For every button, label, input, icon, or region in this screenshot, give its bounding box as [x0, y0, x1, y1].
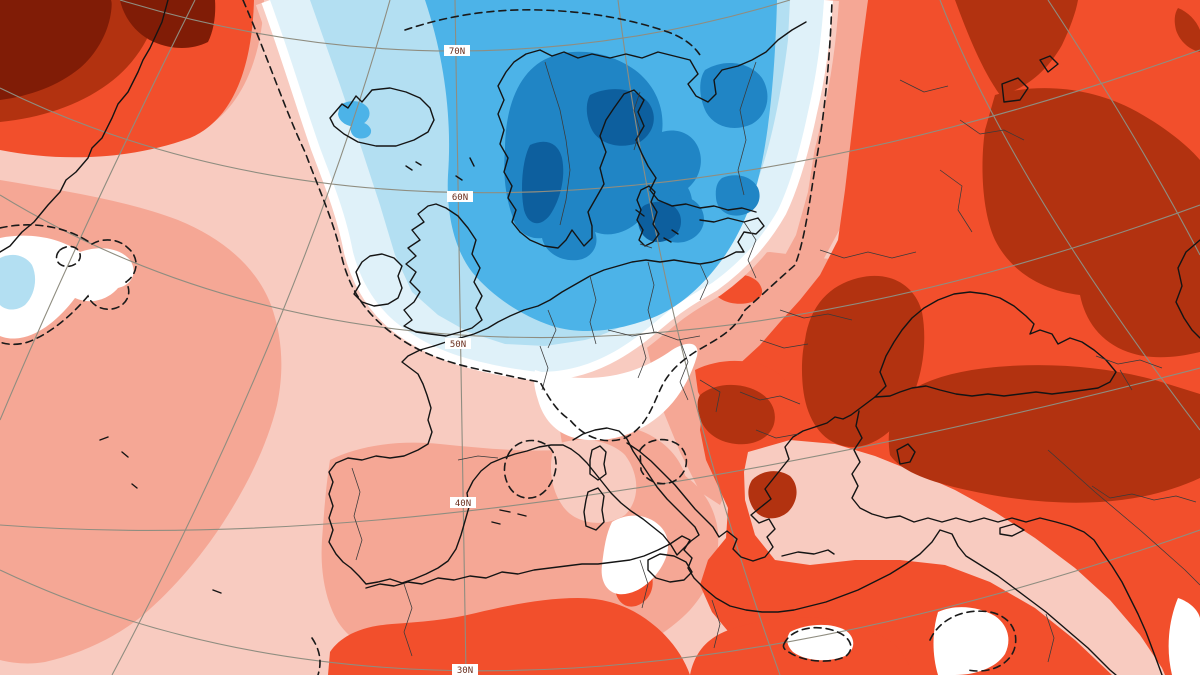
darkred-west-blacksea — [801, 275, 925, 447]
contour-rings-west-med — [503, 438, 688, 499]
latitude-label-70n: 70N — [444, 45, 470, 57]
darkred-turkey — [888, 365, 1200, 503]
coastline-iceland — [329, 87, 435, 147]
coastline-adriatic-greece — [626, 396, 876, 562]
darkred-balkans — [697, 384, 775, 445]
contour-main-front — [242, 0, 833, 442]
contour-atlantic-spot — [0, 224, 137, 346]
red-morocco-band — [328, 598, 690, 675]
cold-anomaly-field — [0, 0, 839, 441]
pale-east-mediterranean — [744, 440, 1165, 675]
darkred-greece-spot — [748, 471, 797, 519]
coastline-britain — [403, 203, 483, 337]
label-text-40n: 40N — [455, 499, 471, 509]
darkred-ukraine — [982, 88, 1200, 358]
darkblue-ladoga — [715, 175, 760, 216]
darkred-nw-russia — [955, 0, 1078, 95]
lightblue-atlantic-spot — [0, 254, 36, 310]
salmon-northeast-fringe — [778, 0, 868, 290]
coastline-turkey-levant — [851, 410, 1163, 675]
label-chip — [450, 497, 476, 508]
maroon-corner — [0, 0, 112, 100]
navy-south-finland — [638, 201, 682, 243]
coastline-baltic — [519, 89, 757, 249]
label-chip — [444, 45, 470, 56]
maroon-greenland-2 — [120, 0, 216, 48]
coastline-sicily-sardinia-corsica — [583, 445, 693, 583]
coastline-greenland — [0, 0, 169, 253]
label-text-60n: 60N — [452, 193, 468, 203]
latitude-label-60n: 60N — [447, 191, 473, 203]
latitude-label-30n: 30N — [452, 664, 478, 675]
label-chip — [447, 191, 473, 202]
latitude-labels: 70N 60N 50N 40N 30N — [444, 45, 478, 675]
white-atlantic-spot — [0, 235, 134, 339]
label-chip — [452, 664, 478, 675]
white-algeria — [787, 624, 854, 661]
anomaly-contours — [0, 0, 1017, 675]
coastline-caspian — [1175, 239, 1200, 339]
coastline-estonia-germany — [433, 217, 765, 347]
coastline-denmark — [636, 185, 679, 247]
coastline-black-sea — [874, 291, 1117, 398]
white-sicily-channel — [601, 515, 669, 595]
white-right-edge — [1168, 598, 1200, 675]
latitude-label-40n: 40N — [450, 497, 476, 509]
white-alps — [534, 343, 698, 441]
label-chip — [445, 338, 471, 349]
coastline-russian-lakes — [1001, 55, 1059, 103]
coastline-north-africa — [365, 529, 1117, 675]
pale-tyrrhenian — [550, 439, 637, 523]
contour-portugal — [311, 637, 321, 675]
white-tunisia — [933, 607, 1009, 675]
latitude-label-50n: 50N — [445, 338, 471, 350]
country-borders — [351, 61, 1200, 663]
coastline-france-iberia — [328, 345, 572, 585]
darkblue-karelia — [700, 63, 768, 128]
label-text-30n: 30N — [457, 666, 473, 675]
contour-arctic-loop — [404, 9, 701, 56]
darkred-corner-ne — [1174, 8, 1200, 52]
coastline-crete-cyprus — [781, 443, 1025, 557]
coastline-scandinavia-arctic — [497, 21, 807, 233]
contour-rings-africa — [782, 610, 1017, 672]
coastline-ireland — [353, 253, 403, 307]
navy-south-norway — [522, 141, 564, 224]
label-text-50n: 50N — [450, 340, 466, 350]
label-text-70n: 70N — [449, 47, 465, 57]
mediumblue-iceland-spots — [338, 101, 372, 139]
